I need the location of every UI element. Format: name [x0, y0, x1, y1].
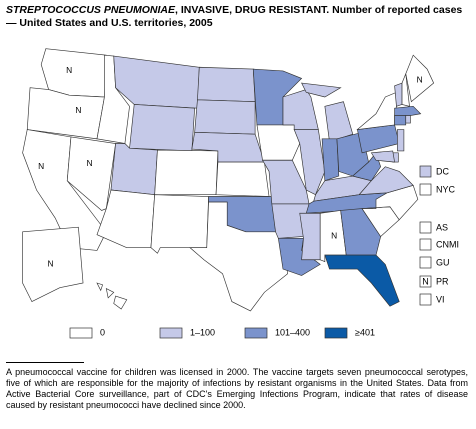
territory-name: CNMI	[436, 239, 459, 249]
territory-name: NYC	[436, 184, 456, 194]
state	[301, 82, 354, 143]
state	[405, 115, 411, 124]
territory-box	[419, 275, 432, 288]
legend-label: 101–400	[275, 327, 310, 337]
state-label: N	[87, 158, 93, 168]
state	[96, 282, 128, 310]
territory-box	[419, 293, 432, 306]
state-label: N	[75, 105, 81, 115]
territory-name: DC	[436, 166, 449, 176]
state	[215, 161, 270, 197]
legend-label: ≥401	[355, 327, 375, 337]
territory-name: VI	[436, 294, 445, 304]
state	[113, 55, 200, 109]
footnote: A pneumococcal vaccine for children was …	[6, 367, 468, 410]
title-rest: , INVASIVE, DRUG RESISTANT. Number of re…	[6, 4, 463, 29]
state	[394, 115, 407, 126]
state	[22, 226, 84, 303]
state	[194, 99, 256, 135]
state	[394, 105, 422, 116]
state	[129, 104, 195, 152]
state	[282, 89, 319, 130]
state	[370, 150, 395, 163]
state	[401, 73, 410, 107]
state	[356, 91, 397, 131]
territory-box	[419, 256, 432, 269]
territory-name: GU	[436, 257, 450, 267]
state	[256, 124, 301, 161]
state	[197, 66, 256, 102]
state	[110, 143, 158, 196]
legend-label: 1–100	[190, 327, 215, 337]
state-label: N	[417, 74, 423, 84]
legend-swatch	[159, 327, 183, 339]
state-label: N	[38, 161, 44, 171]
state	[40, 48, 107, 98]
legend-swatch	[324, 327, 348, 339]
legend-label: 0	[100, 327, 105, 337]
state	[66, 136, 116, 211]
state	[154, 149, 219, 195]
territory-box	[419, 221, 432, 234]
legend-swatch	[69, 327, 93, 339]
map: N N N N N N N DC NYC AS CNMI GU N PR VI 0 1–100 101–400 ≥…	[22, 48, 459, 339]
state	[397, 129, 405, 152]
state-label: N	[66, 65, 72, 75]
states: N N N N N N N	[22, 48, 435, 312]
footnote-rule	[6, 362, 84, 363]
territory-label: N	[422, 276, 429, 286]
state	[340, 208, 382, 256]
state	[405, 54, 435, 103]
state	[271, 203, 310, 239]
territory-name: AS	[436, 222, 448, 232]
state-label: N	[331, 231, 337, 241]
territory-box	[419, 238, 432, 251]
title-italic: STREPTOCOCCUS PNEUMONIAE	[6, 4, 175, 16]
state	[321, 138, 340, 182]
title: STREPTOCOCCUS PNEUMONIAE, INVASIVE, DRUG…	[6, 4, 468, 30]
territory-box	[419, 183, 432, 196]
state	[150, 194, 209, 254]
territory-name: PR	[436, 276, 449, 286]
state	[324, 254, 400, 307]
legend-swatch	[244, 327, 268, 339]
state	[299, 212, 321, 261]
state-label: N	[47, 259, 53, 269]
territory-box	[419, 165, 432, 178]
state	[189, 201, 288, 312]
